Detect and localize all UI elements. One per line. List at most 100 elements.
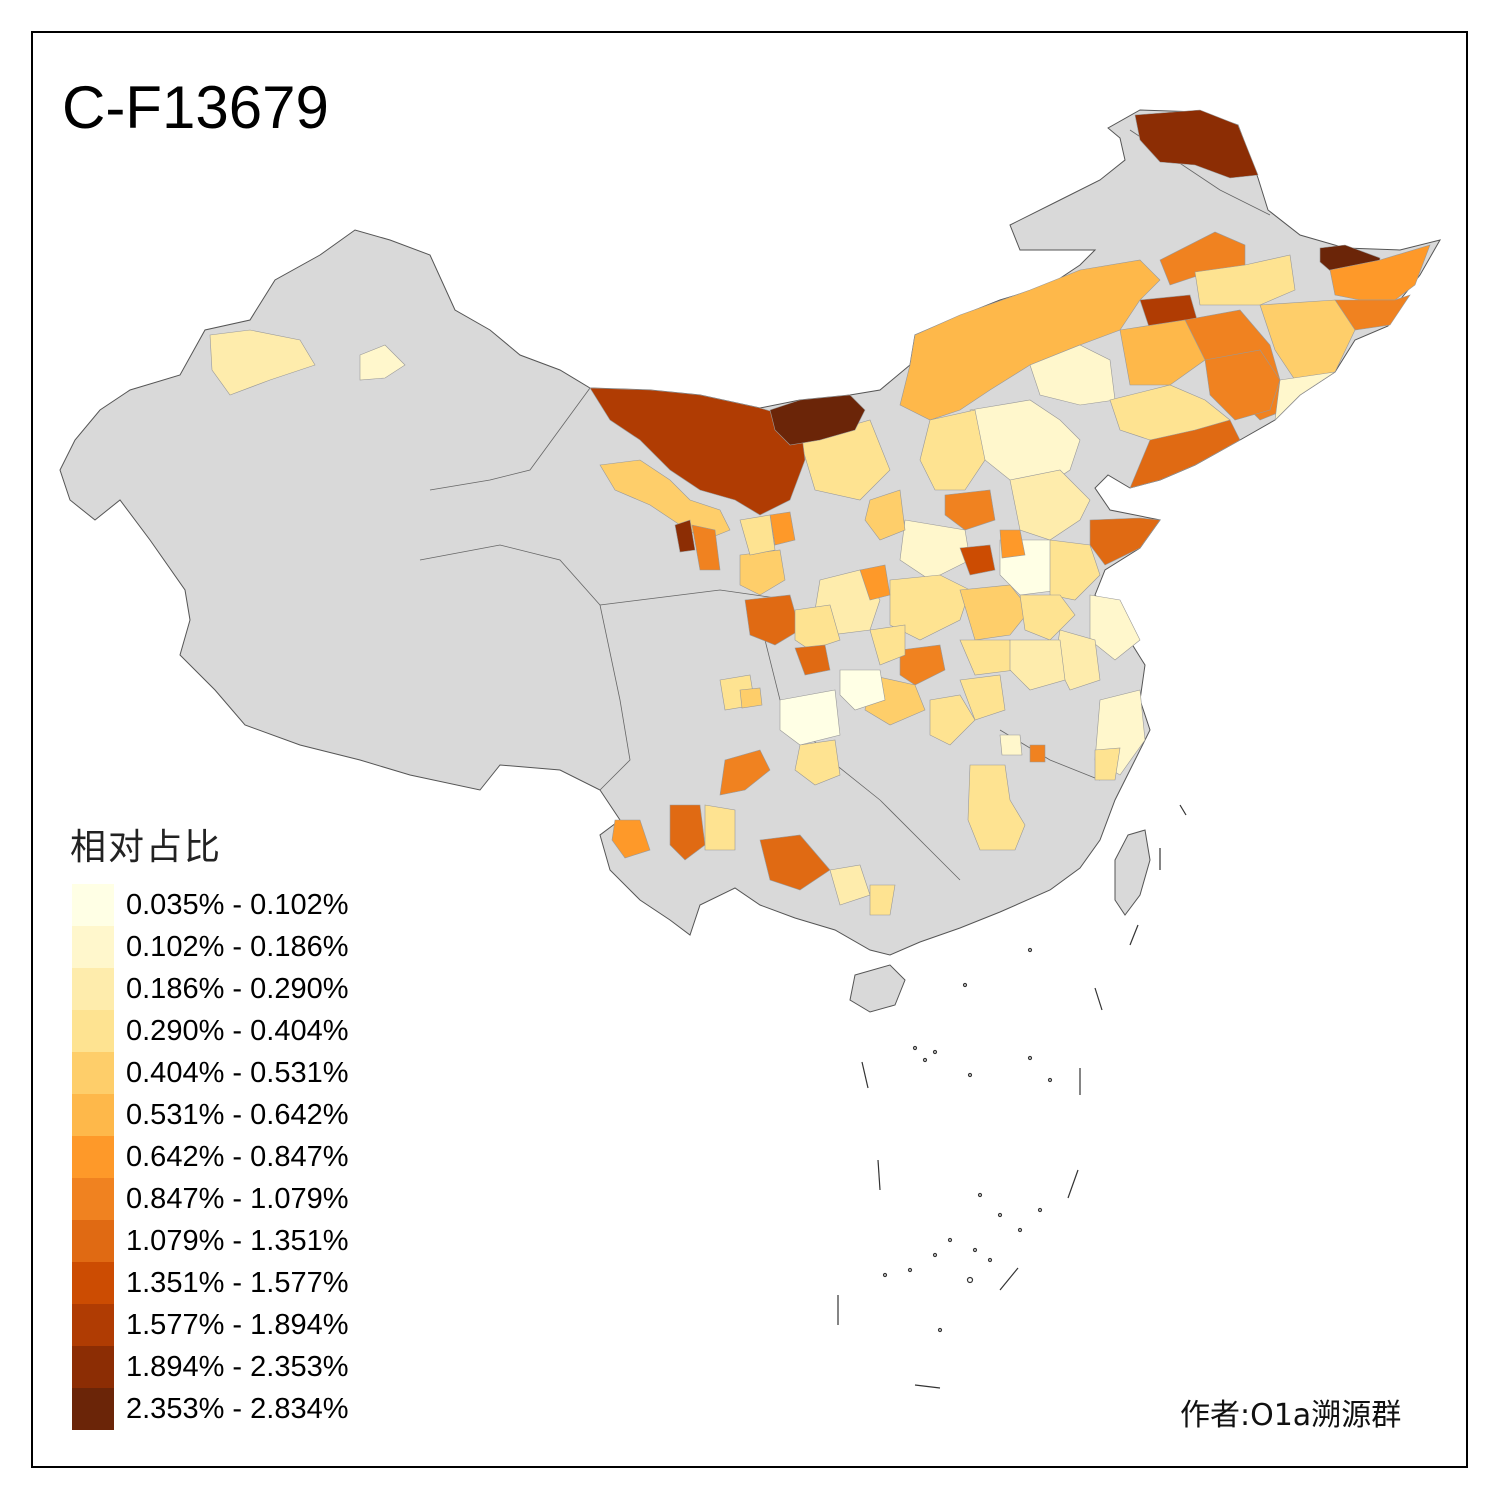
region-jiangxi (967, 764, 1026, 851)
region-xining (674, 519, 696, 553)
legend-swatch (72, 1136, 114, 1178)
region-sichuan-3 (794, 644, 831, 676)
region-shanxi-4 (959, 544, 996, 576)
region-baotou (769, 394, 866, 446)
region-hubei-2 (929, 694, 976, 746)
legend-label: 2.353% - 2.834% (126, 1393, 349, 1425)
legend-label: 1.577% - 1.894% (126, 1309, 349, 1341)
legend-swatch (72, 1052, 114, 1094)
legend-swatch (72, 884, 114, 926)
legend-swatch (72, 1346, 114, 1388)
legend-item: 1.079% - 1.351% (72, 1220, 402, 1262)
region-shaanxi-4 (869, 624, 906, 666)
region-henan-2 (959, 584, 1031, 641)
legend: 0.035% - 0.102% 0.102% - 0.186% 0.186% -… (72, 884, 402, 1430)
region-ne-orange-2 (1329, 244, 1431, 301)
region-hubei-orange (899, 644, 946, 686)
legend-title: 相对占比 (70, 827, 223, 868)
region-anhui-2 (1009, 639, 1066, 691)
region-anhui-3 (999, 734, 1023, 756)
region-ne-light-2 (1274, 371, 1336, 421)
legend-label: 0.531% - 0.642% (126, 1099, 349, 1131)
legend-swatch (72, 1304, 114, 1346)
legend-label: 1.079% - 1.351% (126, 1225, 349, 1257)
region-mohe (1134, 109, 1259, 179)
region-sichuan-2 (779, 689, 841, 746)
legend-swatch (72, 1010, 114, 1052)
data-regions (209, 109, 1431, 916)
legend-label: 1.351% - 1.577% (126, 1267, 349, 1299)
legend-label: 0.642% - 0.847% (126, 1141, 349, 1173)
region-shandong-w (1049, 539, 1101, 601)
region-sichuan-4 (739, 687, 763, 709)
legend-label: 0.404% - 0.531% (126, 1057, 349, 1089)
region-im-mid (1119, 319, 1206, 386)
legend-item: 0.186% - 0.290% (72, 968, 402, 1010)
legend-swatch (72, 1388, 114, 1430)
author-credit: 作者:O1a溯源群 (1180, 1398, 1402, 1433)
legend-label: 1.894% - 2.353% (126, 1351, 349, 1383)
region-shanxi-2 (944, 489, 996, 531)
legend-item: 0.290% - 0.404% (72, 1010, 402, 1052)
legend-swatch (72, 968, 114, 1010)
region-yunnan-1 (719, 749, 771, 796)
region-guizhou (794, 739, 841, 786)
region-yunnan-3 (704, 804, 736, 851)
region-ne-light-1 (1194, 254, 1296, 306)
legend-label: 0.290% - 0.404% (126, 1015, 349, 1047)
region-ningxia (739, 514, 776, 556)
region-qinghai-orange (691, 524, 721, 571)
legend-label: 0.847% - 1.079% (126, 1183, 349, 1215)
region-guangxi-1 (759, 834, 831, 891)
taiwan-island (1114, 829, 1151, 916)
map-frame (31, 31, 1468, 1468)
legend-item: 0.404% - 0.531% (72, 1052, 402, 1094)
legend-label: 0.186% - 0.290% (126, 973, 349, 1005)
region-guangxi-3 (869, 884, 896, 916)
region-yunnan-4 (611, 819, 651, 859)
legend-swatch (72, 926, 114, 968)
region-hebei-n (969, 399, 1081, 491)
legend-label: 0.102% - 0.186% (126, 931, 349, 963)
legend-item: 0.035% - 0.102% (72, 884, 402, 926)
legend-item: 1.894% - 2.353% (72, 1346, 402, 1388)
legend-item: 1.577% - 1.894% (72, 1304, 402, 1346)
region-henan-3 (1019, 594, 1076, 641)
region-chongqing (839, 669, 886, 711)
map-title: C-F13679 (62, 74, 329, 141)
region-xj-urumqi (359, 344, 406, 381)
legend-item: 0.642% - 0.847% (72, 1136, 402, 1178)
legend-item: 0.531% - 0.642% (72, 1094, 402, 1136)
legend-item: 0.102% - 0.186% (72, 926, 402, 968)
legend-swatch (72, 1094, 114, 1136)
region-shaanxi-1 (864, 489, 906, 541)
region-dalian (1129, 419, 1241, 489)
legend-label: 0.035% - 0.102% (126, 889, 349, 921)
legend-item: 2.353% - 2.834% (72, 1388, 402, 1430)
region-im-east (899, 259, 1161, 421)
south-china-sea-islands (837, 804, 1187, 1389)
region-zhejiang-small (1094, 747, 1121, 781)
region-gansu-wuwei (599, 459, 731, 541)
region-alxa (589, 387, 806, 516)
legend-item: 1.351% - 1.577% (72, 1262, 402, 1304)
region-anhui-1 (959, 674, 1006, 721)
region-gansu-1 (739, 549, 786, 596)
legend-item: 0.847% - 1.079% (72, 1178, 402, 1220)
region-gansu-2 (744, 594, 801, 646)
region-henan-1 (889, 574, 971, 641)
region-shanxi-5 (999, 529, 1026, 559)
region-shanxi-1 (919, 409, 986, 491)
region-xj-yili (209, 329, 316, 396)
region-shaanxi-3 (859, 564, 891, 601)
region-jiangxi-small (1029, 744, 1046, 763)
hainan-island (849, 964, 906, 1013)
region-jiangsu-1 (1089, 594, 1141, 661)
legend-swatch (72, 1178, 114, 1220)
region-yunnan-2 (669, 804, 706, 861)
region-shanxi-3 (899, 519, 971, 581)
region-gansu-4 (769, 511, 796, 546)
legend-swatch (72, 1220, 114, 1262)
region-jilin-se (1204, 349, 1281, 421)
